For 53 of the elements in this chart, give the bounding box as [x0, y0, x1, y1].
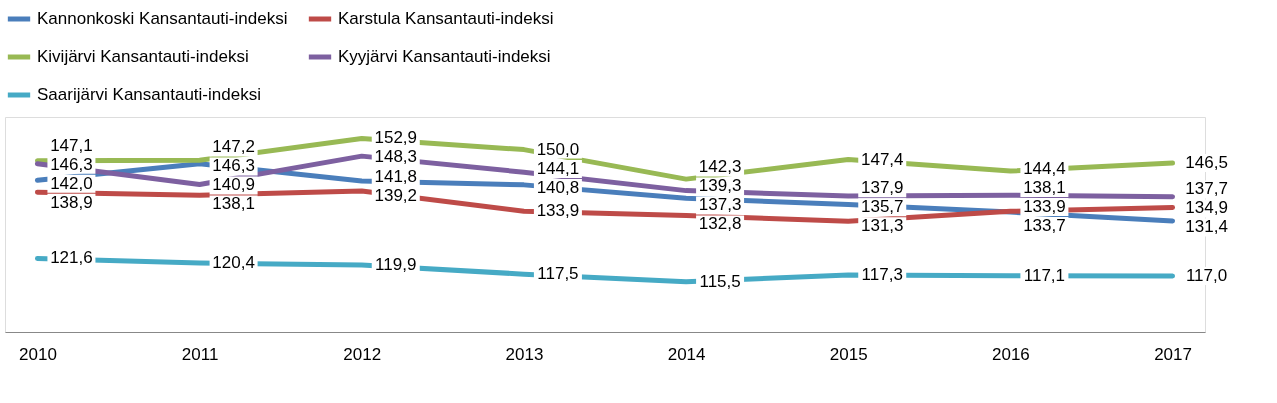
data-label: 131,4 [1185, 217, 1228, 237]
data-label: 140,8 [536, 178, 580, 198]
data-label: 117,1 [1023, 265, 1066, 285]
data-label: 137,3 [698, 195, 742, 215]
data-label: 120,4 [212, 253, 255, 273]
data-label: 141,8 [374, 166, 418, 186]
legend-label: Kyyjärvi Kansantauti-indeksi [338, 47, 551, 66]
legend-label: Kannonkoski Kansantauti-indeksi [37, 9, 288, 28]
x-tick-label: 2016 [991, 344, 1030, 364]
x-tick-label: 2015 [829, 344, 868, 364]
x-tick-label: 2010 [19, 344, 57, 364]
data-label: 115,5 [699, 271, 741, 291]
data-label: 144,1 [536, 159, 580, 179]
data-label: 150,0 [536, 139, 580, 159]
data-label: 121,6 [50, 248, 93, 268]
data-label: 144,4 [1023, 158, 1066, 178]
data-label: 142,0 [50, 173, 93, 193]
data-label: 148,3 [374, 146, 418, 166]
data-label: 133,7 [1023, 215, 1066, 235]
data-label: 138,1 [212, 194, 255, 214]
data-label: 137,7 [1185, 179, 1228, 199]
data-label: 147,1 [50, 135, 93, 155]
data-label: 117,3 [861, 264, 903, 284]
data-label: 146,3 [50, 154, 93, 174]
data-label: 152,9 [374, 127, 418, 147]
data-label: 134,9 [1185, 198, 1228, 218]
x-tick-label: 2013 [505, 344, 544, 364]
data-label: 117,0 [1185, 266, 1228, 286]
data-label: 147,2 [212, 137, 255, 157]
x-tick-label: 2012 [343, 344, 382, 364]
legend-label: Kivijärvi Kansantauti-indeksi [37, 47, 249, 66]
data-label: 147,4 [860, 149, 904, 169]
data-label: 146,3 [212, 156, 255, 176]
data-label: 146,5 [1185, 153, 1228, 173]
data-label: 140,9 [212, 175, 255, 195]
data-label: 131,3 [860, 216, 904, 236]
data-label: 138,9 [50, 192, 93, 212]
data-label: 137,9 [860, 178, 904, 198]
x-tick-label: 2014 [667, 344, 706, 364]
x-tick-label: 2011 [181, 344, 219, 364]
legend-label: Karstula Kansantauti-indeksi [338, 9, 554, 28]
data-label: 132,8 [698, 214, 742, 234]
data-label: 133,9 [536, 201, 580, 221]
data-label: 142,3 [698, 157, 742, 177]
legend-label: Saarijärvi Kansantauti-indeksi [37, 85, 261, 104]
data-label: 139,2 [374, 185, 418, 205]
data-label: 138,1 [1023, 177, 1066, 197]
data-label: 119,9 [375, 254, 417, 274]
data-label: 133,9 [1023, 196, 1066, 216]
data-label: 135,7 [860, 197, 904, 217]
data-label: 139,3 [698, 176, 742, 196]
data-label: 117,5 [537, 264, 579, 284]
x-tick-label: 2017 [1154, 344, 1192, 364]
